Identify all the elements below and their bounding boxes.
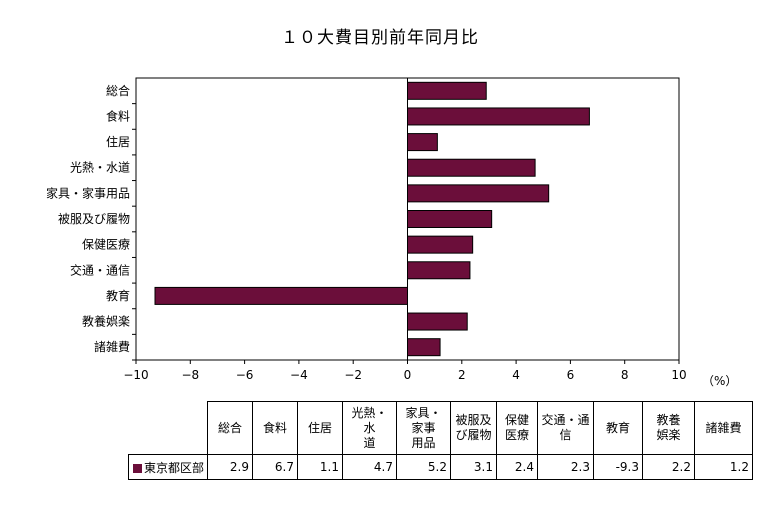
table-value-cell-7: 2.4 bbox=[496, 454, 539, 480]
category-label-8: 交通・通信 bbox=[70, 262, 130, 277]
table-value-cell-10: 2.2 bbox=[642, 454, 696, 480]
bar-7 bbox=[407, 235, 474, 254]
data-table: 総合 食料 住居 光熱・水道家具・ 家事 用品 被服及 び履物 保健 医療 交通・通信教育 教養 娯楽諸… bbox=[127, 401, 754, 480]
x-tick-label-3: −6 bbox=[236, 368, 254, 382]
bar-4 bbox=[407, 158, 536, 177]
table-header-cell-11: 諸雑費 bbox=[694, 401, 754, 455]
series-name: 東京都区部 bbox=[144, 460, 205, 475]
x-tick-label-9: 6 bbox=[567, 368, 575, 382]
x-tick-label-6: 0 bbox=[404, 368, 412, 382]
table-header-row: 総合 食料 住居 光熱・水道家具・ 家事 用品 被服及 び履物 保健 医療 交通・通信教育 教養 娯楽諸… bbox=[127, 401, 754, 455]
category-labels: 総合食料住居光熱・水道家具・家事用品被服及び履物保健医療交通・通信教育教養娯楽諸… bbox=[46, 83, 136, 361]
x-tick-label-7: 2 bbox=[458, 368, 466, 382]
bar-1 bbox=[407, 81, 487, 100]
bar-10 bbox=[407, 312, 468, 331]
table-header-cell-2: 食料 bbox=[252, 401, 299, 455]
table-header-cell-3: 住居 bbox=[297, 401, 344, 455]
bar-3 bbox=[407, 133, 438, 152]
x-tick-label-8: 4 bbox=[512, 368, 520, 382]
series-color-swatch bbox=[133, 463, 142, 473]
x-tick-label-2: −8 bbox=[181, 368, 199, 382]
bar-group bbox=[154, 81, 590, 357]
category-label-11: 諸雑費 bbox=[94, 339, 130, 354]
table-header-cell-8: 交通・通信 bbox=[537, 401, 595, 455]
bar-8 bbox=[407, 261, 471, 280]
table-corner-cell bbox=[127, 401, 209, 455]
table-value-cell-4: 4.7 bbox=[342, 454, 398, 480]
table-row: 東京都区部 2.9 6.7 1.1 4.7 5.2 3.1 2.4 2.3 -9.3 2.2 1.2 bbox=[127, 454, 754, 480]
bar-2 bbox=[407, 107, 590, 126]
x-tick-label-1: −10 bbox=[123, 368, 148, 382]
chart-title: １０大費目別前年同月比 bbox=[281, 28, 479, 48]
category-label-5: 家具・家事用品 bbox=[46, 185, 130, 200]
category-label-6: 被服及び履物 bbox=[58, 212, 130, 226]
table-header-cell-5: 家具・ 家事 用品 bbox=[396, 401, 452, 455]
category-label-2: 食料 bbox=[106, 108, 130, 123]
table-value-cell-2: 6.7 bbox=[252, 454, 299, 480]
x-axis-ticks: −10 −8 −6 −4 −2 0 2 4 6 8 10 bbox=[123, 360, 687, 382]
table-value-cell-1: 2.9 bbox=[207, 454, 254, 480]
table-header-cell-9: 教育 bbox=[593, 401, 644, 455]
bar-5 bbox=[407, 184, 550, 203]
table-value-cell-6: 3.1 bbox=[450, 454, 498, 480]
table-header-cell-4: 光熱・水道 bbox=[342, 401, 398, 455]
table-header-cell-6: 被服及 び履物 bbox=[450, 401, 498, 455]
category-label-1: 総合 bbox=[106, 83, 130, 98]
category-label-9: 教育 bbox=[106, 288, 130, 303]
table-value-cell-8: 2.3 bbox=[537, 454, 595, 480]
table-value-cell-3: 1.1 bbox=[297, 454, 344, 480]
category-label-10: 教養娯楽 bbox=[82, 314, 130, 329]
table-header-cell-1: 総合 bbox=[207, 401, 254, 455]
bar-11 bbox=[407, 338, 441, 357]
series-label-cell: 東京都区部 bbox=[127, 454, 209, 480]
table-header-cell-10: 教養 娯楽 bbox=[642, 401, 696, 455]
category-label-7: 保健医療 bbox=[82, 238, 130, 252]
category-label-4: 光熱・水道 bbox=[70, 161, 130, 175]
x-tick-label-10: 8 bbox=[621, 368, 629, 382]
x-tick-label-4: −4 bbox=[290, 368, 308, 382]
table-header-cell-7: 保健 医療 bbox=[496, 401, 539, 455]
x-tick-label-11: 10 bbox=[671, 368, 686, 382]
table-value-cell-11: 1.2 bbox=[694, 454, 754, 480]
x-tick-label-5: −2 bbox=[344, 368, 362, 382]
bar-chart: 総合食料住居光熱・水道家具・家事用品被服及び履物保健医療交通・通信教育教養娯楽諸… bbox=[46, 77, 687, 382]
category-label-3: 住居 bbox=[106, 135, 130, 149]
table-value-cell-9: -9.3 bbox=[593, 454, 644, 480]
bar-6 bbox=[407, 210, 493, 228]
bar-9 bbox=[154, 286, 408, 305]
table-value-cell-5: 5.2 bbox=[396, 454, 452, 480]
x-axis-unit: （%） bbox=[702, 374, 738, 388]
